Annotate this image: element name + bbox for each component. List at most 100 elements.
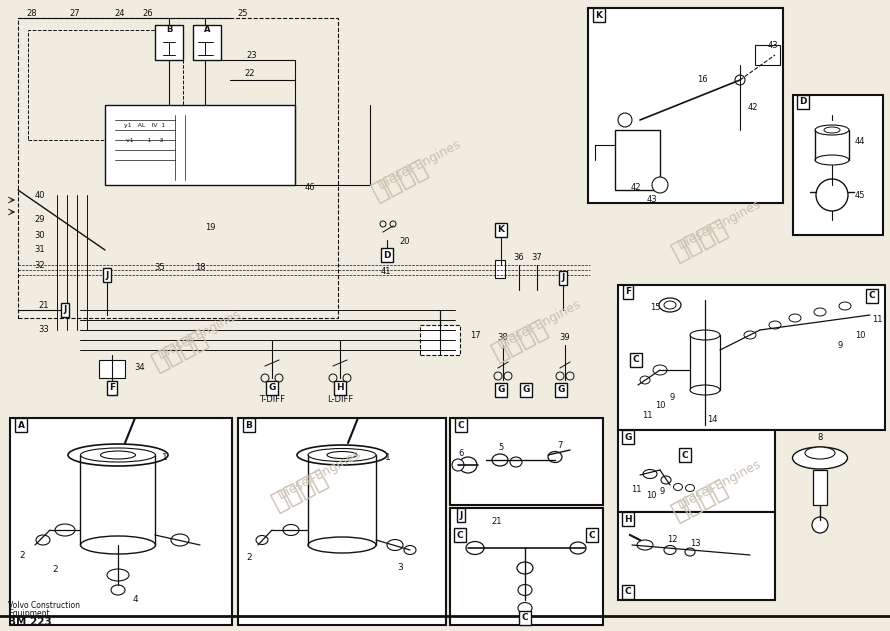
Ellipse shape <box>805 447 835 459</box>
Bar <box>755 45 780 65</box>
Text: 32: 32 <box>35 261 45 269</box>
Text: Diesel-Engines: Diesel-Engines <box>276 447 364 502</box>
Text: J: J <box>562 273 564 283</box>
Bar <box>615 130 660 190</box>
Ellipse shape <box>769 321 781 329</box>
Text: 8: 8 <box>817 432 822 442</box>
Ellipse shape <box>55 524 75 536</box>
Ellipse shape <box>308 537 376 553</box>
Ellipse shape <box>36 535 50 545</box>
Text: 9: 9 <box>837 341 843 350</box>
Text: Diesel-Engines: Diesel-Engines <box>676 198 764 252</box>
Text: 4: 4 <box>133 596 138 604</box>
Text: 10: 10 <box>655 401 665 410</box>
Ellipse shape <box>690 385 720 395</box>
Text: G: G <box>557 386 564 394</box>
Text: C: C <box>588 531 595 540</box>
Text: 28: 28 <box>27 8 37 18</box>
Text: C: C <box>869 292 875 300</box>
Circle shape <box>816 179 848 211</box>
Ellipse shape <box>664 546 676 555</box>
Text: 34: 34 <box>134 363 145 372</box>
Ellipse shape <box>792 447 847 469</box>
Text: 24: 24 <box>115 8 125 18</box>
Text: 紫发动力: 紫发动力 <box>488 316 552 365</box>
Text: C: C <box>522 613 529 623</box>
Text: 2: 2 <box>247 553 252 562</box>
Text: 43: 43 <box>647 196 658 204</box>
Text: C: C <box>633 355 639 365</box>
Text: 6: 6 <box>458 449 464 457</box>
Ellipse shape <box>661 476 671 484</box>
Text: 2: 2 <box>53 565 58 574</box>
Text: 41: 41 <box>381 268 392 276</box>
Text: 29: 29 <box>35 216 45 225</box>
Text: 9: 9 <box>669 394 675 403</box>
Text: G: G <box>522 386 530 394</box>
Bar <box>793 95 883 235</box>
Bar <box>155 25 183 60</box>
Ellipse shape <box>814 308 826 316</box>
Text: 27: 27 <box>69 8 80 18</box>
Text: 35: 35 <box>155 264 166 273</box>
Text: 紫发动力: 紫发动力 <box>368 155 433 204</box>
Ellipse shape <box>744 331 756 339</box>
Ellipse shape <box>68 444 168 466</box>
Text: 30: 30 <box>35 230 45 240</box>
Ellipse shape <box>789 314 801 322</box>
Text: H: H <box>624 514 632 524</box>
Ellipse shape <box>466 541 484 555</box>
Text: K: K <box>498 225 505 235</box>
Text: 33: 33 <box>38 326 49 334</box>
Ellipse shape <box>637 540 653 550</box>
Ellipse shape <box>404 546 416 555</box>
Ellipse shape <box>659 298 681 312</box>
Text: 紫发动力: 紫发动力 <box>268 465 332 515</box>
Text: 16: 16 <box>697 76 708 85</box>
Text: 42: 42 <box>631 184 642 192</box>
Text: 14: 14 <box>707 415 717 425</box>
Text: C: C <box>457 420 465 430</box>
Text: A: A <box>204 25 210 35</box>
Bar <box>588 8 783 203</box>
Text: 36: 36 <box>514 254 524 262</box>
Ellipse shape <box>80 536 156 554</box>
Text: T-DIFF: T-DIFF <box>259 396 285 404</box>
Text: 21: 21 <box>492 517 502 526</box>
Text: y1   AL   IV  1: y1 AL IV 1 <box>125 122 166 127</box>
Bar <box>618 512 775 600</box>
Text: D: D <box>384 251 391 259</box>
Text: v1       1    3: v1 1 3 <box>126 138 164 143</box>
Text: BM 223: BM 223 <box>8 617 52 627</box>
Text: C: C <box>682 451 688 459</box>
Text: 5: 5 <box>498 444 504 452</box>
Bar <box>99 360 125 378</box>
Text: 13: 13 <box>690 538 700 548</box>
Circle shape <box>618 113 632 127</box>
Text: G: G <box>268 384 276 392</box>
Bar <box>18 18 338 318</box>
Ellipse shape <box>815 125 849 135</box>
Ellipse shape <box>518 584 532 596</box>
Text: Volvo Construction: Volvo Construction <box>8 601 80 611</box>
Bar <box>813 470 827 505</box>
Text: B: B <box>166 25 172 35</box>
Text: 7: 7 <box>557 440 562 449</box>
Bar <box>618 285 885 430</box>
Text: 26: 26 <box>142 8 153 18</box>
Text: 44: 44 <box>854 138 865 146</box>
Text: 12: 12 <box>667 536 677 545</box>
Text: 42: 42 <box>748 103 758 112</box>
Bar <box>238 418 446 625</box>
Text: D: D <box>799 98 806 107</box>
Text: B: B <box>246 420 253 430</box>
Ellipse shape <box>548 452 562 463</box>
Text: F: F <box>109 384 115 392</box>
Text: H: H <box>336 384 344 392</box>
Ellipse shape <box>283 524 299 536</box>
Text: J: J <box>459 510 463 519</box>
Text: Diesel-Engines: Diesel-Engines <box>496 298 584 353</box>
Ellipse shape <box>815 155 849 165</box>
Text: Diesel-Engines: Diesel-Engines <box>376 138 464 192</box>
Text: 20: 20 <box>400 237 410 247</box>
